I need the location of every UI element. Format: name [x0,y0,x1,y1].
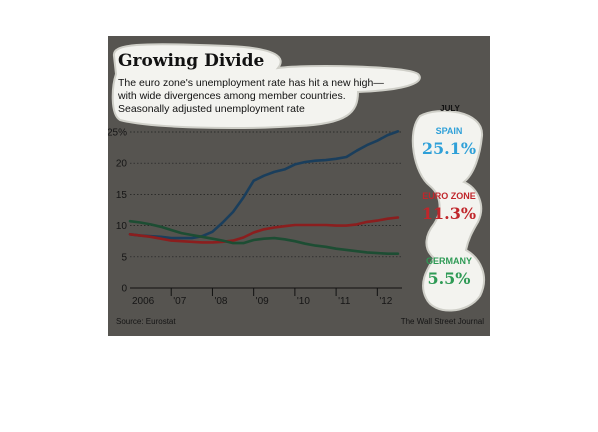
chart-subtitle-line-1: The euro zone's unemployment rate has hi… [118,77,384,89]
source-note: Source: Eurostat [116,317,176,326]
label-highlight [411,109,485,312]
series-value-euro-zone: 11.3% [422,204,476,223]
chart-panel: Growing Divide The euro zone's unemploym… [108,36,490,336]
series-value-germany: 5.5% [427,269,470,288]
y-tick-label: 0 [121,284,127,295]
y-tick-label: 20 [116,159,128,170]
series-name-germany: GERMANY [426,256,472,266]
x-tick-label: '11 [338,296,351,307]
y-tick-label: 25% [108,128,127,139]
title-highlight [111,43,421,129]
x-tick-label: '10 [297,296,310,307]
chart-subtitle-line-2: with wide divergences among member count… [117,90,346,102]
series-name-euro-zone: EURO ZONE [422,191,476,201]
series-name-spain: SPAIN [436,126,463,136]
series-value-spain: 25.1% [422,139,476,158]
chart-title: Growing Divide [118,51,264,71]
column-header: JULY [440,104,460,113]
gridlines [130,131,402,289]
y-tick-label: 5 [121,252,127,263]
series-labels: SPAIN 25.1% EURO ZONE 11.3% GERMANY 5.5% [422,126,476,288]
series-lines [128,130,400,255]
chart: Growing Divide The euro zone's unemploym… [108,43,485,326]
x-tick-label: 2006 [132,296,155,307]
y-tick-label: 10 [116,221,128,232]
series-line-germany [128,219,400,255]
x-tick-label: '07 [173,296,186,307]
chart-subtitle-line-3: Seasonally adjusted unemployment rate [118,103,305,115]
series-line-euro-zone [128,216,400,244]
y-tick-label: 15 [116,190,128,201]
credit-note: The Wall Street Journal [401,317,485,326]
x-tick-label: '12 [379,296,392,307]
series-line-spain [128,130,400,240]
x-tick-label: '09 [256,296,269,307]
x-tick-label: '08 [214,296,227,307]
axis-ticks: 0 5 10 15 20 25% 2006 '07 '08 '09 '10 '11 '12 [108,128,393,308]
